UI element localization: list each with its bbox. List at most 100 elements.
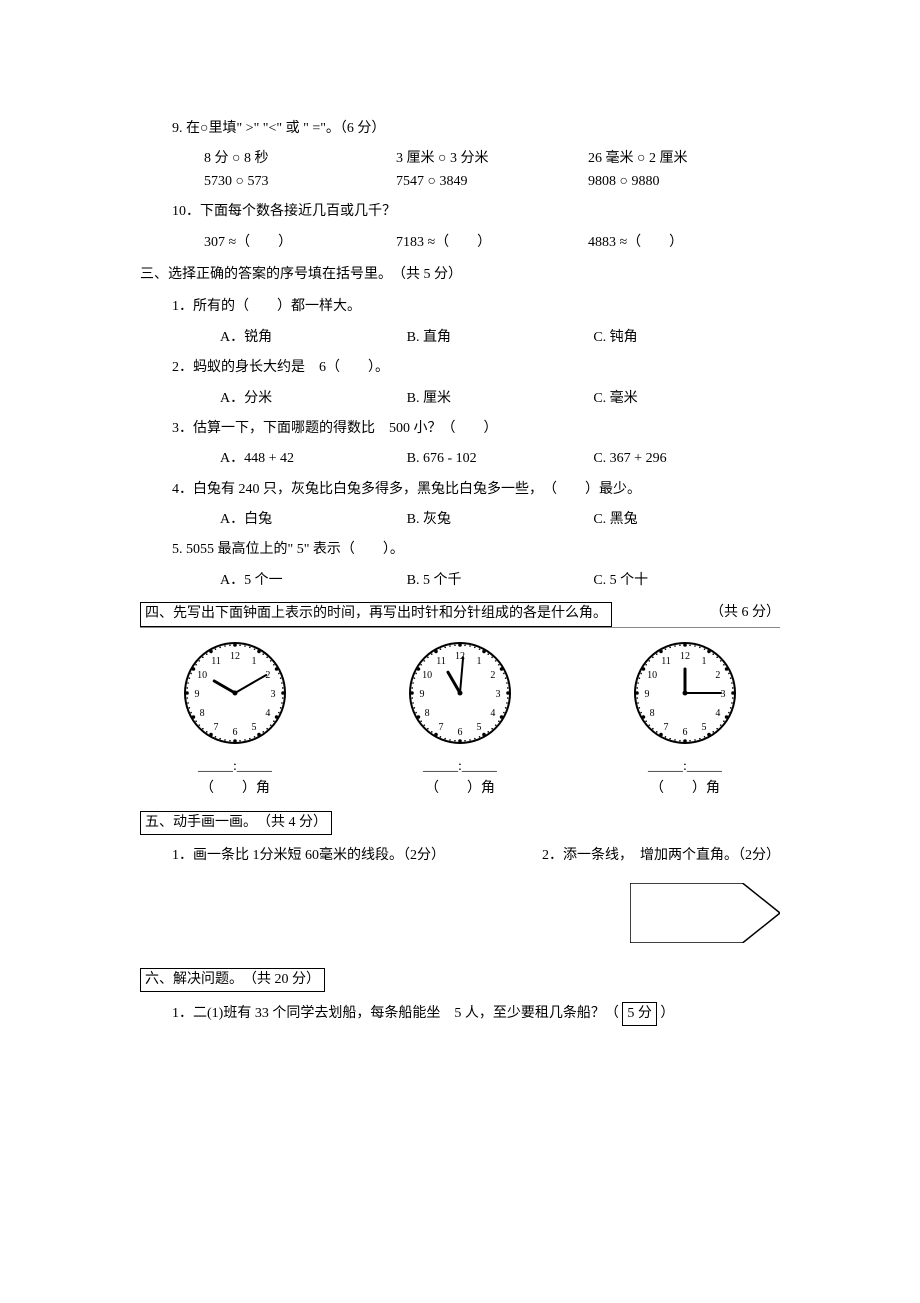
- clock-icon-3: 123456789101112: [630, 638, 740, 748]
- sec3-q2-a: A．分米: [220, 388, 407, 410]
- svg-text:5: 5: [477, 722, 482, 733]
- sec3-q5-b: B. 5 个千: [407, 570, 594, 592]
- svg-text:2: 2: [715, 670, 720, 681]
- svg-text:10: 10: [422, 670, 432, 681]
- sec3-q2-b: B. 厘米: [407, 388, 594, 410]
- sec5-header: 五、动手画一画。 （共 4 分）: [140, 811, 332, 835]
- clock-icon-1: 123456789101112: [180, 638, 290, 748]
- sec4-header-wrap: 四、先写出下面钟面上表示的时间，再写出时针和分针组成的各是什么角。 （共 6 分…: [140, 602, 780, 627]
- q10-prompt: 10．下面每个数各接近几百或几千？: [140, 201, 780, 223]
- sec3-q3-opts: A．448 + 42 B. 676 - 102 C. 367 + 296: [140, 448, 780, 470]
- svg-text:11: 11: [211, 656, 221, 667]
- sec5-q1: 1．画一条比 1分米短 60毫米的线段。（2分）: [140, 845, 445, 867]
- sec6-q1: 1．二(1)班有 33 个同学去划船，每条船能坐 5 人，至少要租几条船？（ 5…: [140, 1002, 780, 1026]
- sec3-q1-stem: 1．所有的（ ）都一样大。: [140, 296, 780, 318]
- svg-text:7: 7: [214, 722, 219, 733]
- svg-text:4: 4: [715, 708, 720, 719]
- sec3-q5-stem: 5. 5055 最高位上的" 5" 表示（ ）。: [140, 539, 780, 561]
- svg-text:11: 11: [436, 656, 446, 667]
- svg-text:3: 3: [721, 689, 726, 700]
- sec6-header: 六、解决问题。 （共 20 分）: [140, 968, 325, 992]
- svg-text:7: 7: [664, 722, 669, 733]
- clock-col-2: 123456789101112 _____:_____ （ ）角: [385, 638, 535, 801]
- svg-text:5: 5: [252, 722, 257, 733]
- svg-text:8: 8: [200, 708, 205, 719]
- svg-text:4: 4: [490, 708, 495, 719]
- svg-text:12: 12: [230, 651, 240, 662]
- svg-text:1: 1: [477, 656, 482, 667]
- sec3-q5-a: A．5 个一: [220, 570, 407, 592]
- clock-col-1: 123456789101112 _____:_____ （ ）角: [160, 638, 310, 801]
- q9-r1-b: 3 厘米 ○ 3 分米: [396, 148, 588, 170]
- clock-col-3: 123456789101112 _____:_____ （ ）角: [610, 638, 760, 801]
- q10-a: 307 ≈（ ）: [204, 232, 396, 254]
- svg-text:8: 8: [425, 708, 430, 719]
- svg-text:6: 6: [458, 727, 463, 738]
- svg-text:2: 2: [490, 670, 495, 681]
- svg-text:6: 6: [683, 727, 688, 738]
- svg-text:3: 3: [496, 689, 501, 700]
- q9-r1-c: 26 毫米 ○ 2 厘米: [588, 148, 780, 170]
- sec6-q1-a: 1．二(1)班有 33 个同学去划船，每条船能坐 5 人，至少要租几条船？（: [172, 1006, 619, 1021]
- q9-row2: 5730 ○ 573 7547 ○ 3849 9808 ○ 9880: [140, 171, 780, 193]
- sec3-q3-c: C. 367 + 296: [593, 448, 780, 470]
- svg-text:10: 10: [647, 670, 657, 681]
- sec3-q1-b: B. 直角: [407, 327, 594, 349]
- q10-b: 7183 ≈（ ）: [396, 232, 588, 254]
- q9-prompt: 9. 在○里填" >" "<" 或 " ="。（6 分）: [140, 118, 780, 140]
- sec6-header-wrap: 六、解决问题。 （共 20 分）: [140, 968, 780, 992]
- clock-time-1: _____:_____: [160, 756, 310, 778]
- clock-angle-3: （ ）角: [610, 778, 760, 800]
- sec3-q1-a: A．锐角: [220, 327, 407, 349]
- sec3-q4-opts: A．白兔 B. 灰兔 C. 黑兔: [140, 509, 780, 531]
- pentagon-shape-icon: [630, 883, 780, 943]
- sec3-q3-a: A．448 + 42: [220, 448, 407, 470]
- q10-row: 307 ≈（ ） 7183 ≈（ ） 4883 ≈（ ）: [140, 232, 780, 254]
- sec3-q1-c: C. 钝角: [593, 327, 780, 349]
- sec3-q2-stem: 2．蚂蚁的身长大约是 6（ ）。: [140, 357, 780, 379]
- clock-angle-1: （ ）角: [160, 778, 310, 800]
- sec4-header: 四、先写出下面钟面上表示的时间，再写出时针和分针组成的各是什么角。: [140, 602, 612, 626]
- svg-text:12: 12: [680, 651, 690, 662]
- sec3-q4-c: C. 黑兔: [593, 509, 780, 531]
- svg-text:9: 9: [420, 689, 425, 700]
- sec3-q5-c: C. 5 个十: [593, 570, 780, 592]
- sec3-q3-b: B. 676 - 102: [407, 448, 594, 470]
- sec3-q4-b: B. 灰兔: [407, 509, 594, 531]
- svg-text:9: 9: [195, 689, 200, 700]
- svg-text:10: 10: [197, 670, 207, 681]
- svg-text:3: 3: [271, 689, 276, 700]
- pentagon-wrap: [140, 883, 780, 943]
- clocks-row: 123456789101112 _____:_____ （ ）角 1234567…: [140, 638, 780, 801]
- q9-r1-a: 8 分 ○ 8 秒: [204, 148, 396, 170]
- q10-c: 4883 ≈（ ）: [588, 232, 780, 254]
- sec6-q1-c: ）: [660, 1006, 674, 1021]
- clock-time-3: _____:_____: [610, 756, 760, 778]
- sec5-q2: 2．添一条线， 增加两个直角。（2分）: [542, 845, 780, 867]
- sec3-q4-stem: 4．白兔有 240 只，灰兔比白兔多得多，黑兔比白兔多一些， （ ）最少。: [140, 479, 780, 501]
- svg-text:1: 1: [702, 656, 707, 667]
- sec3-q2-opts: A．分米 B. 厘米 C. 毫米: [140, 388, 780, 410]
- q9-r2-b: 7547 ○ 3849: [396, 171, 588, 193]
- sec3-q2-c: C. 毫米: [593, 388, 780, 410]
- clock-time-2: _____:_____: [385, 756, 535, 778]
- q9-row1: 8 分 ○ 8 秒 3 厘米 ○ 3 分米 26 毫米 ○ 2 厘米: [140, 148, 780, 170]
- sec3-q5-opts: A．5 个一 B. 5 个千 C. 5 个十: [140, 570, 780, 592]
- svg-text:9: 9: [645, 689, 650, 700]
- svg-text:7: 7: [439, 722, 444, 733]
- svg-text:8: 8: [650, 708, 655, 719]
- clock-icon-2: 123456789101112: [405, 638, 515, 748]
- svg-text:1: 1: [252, 656, 257, 667]
- sec3-q4-a: A．白兔: [220, 509, 407, 531]
- sec3-q1-opts: A．锐角 B. 直角 C. 钝角: [140, 327, 780, 349]
- svg-text:6: 6: [233, 727, 238, 738]
- svg-text:11: 11: [661, 656, 671, 667]
- q9-r2-c: 9808 ○ 9880: [588, 171, 780, 193]
- sec5-header-wrap: 五、动手画一画。 （共 4 分）: [140, 811, 780, 835]
- sec3-header: 三、选择正确的答案的序号填在括号里。 （共 5 分）: [140, 264, 780, 286]
- svg-text:5: 5: [702, 722, 707, 733]
- clock-angle-2: （ ）角: [385, 778, 535, 800]
- svg-text:4: 4: [265, 708, 270, 719]
- q9-r2-a: 5730 ○ 573: [204, 171, 396, 193]
- sec5-q-row: 1．画一条比 1分米短 60毫米的线段。（2分） 2．添一条线， 增加两个直角。…: [140, 845, 780, 867]
